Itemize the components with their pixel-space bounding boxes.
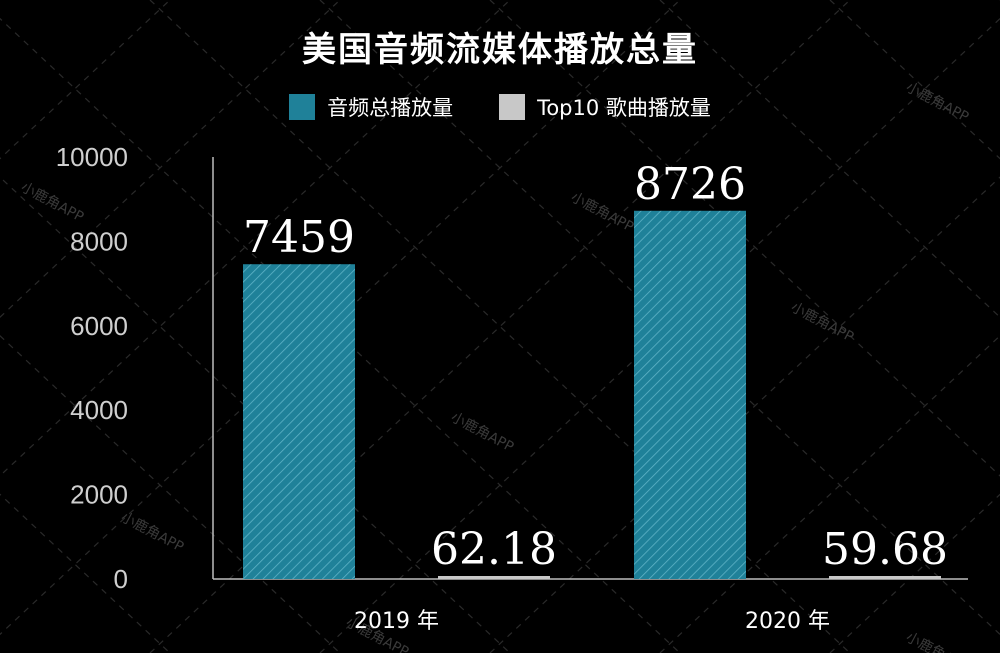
grid-line [829,0,1000,160]
bar [634,210,746,579]
chart-title: 美国音频流媒体播放总量 [302,30,698,70]
y-tick-label: 10000 [56,142,128,172]
bar [829,576,941,579]
grid-line [659,0,1000,318]
y-tick-label: 0 [114,564,128,594]
grid-line [0,0,171,160]
legend: 音频总播放量 Top10 歌曲播放量 [0,92,1000,122]
watermark-text: 小鹿角APP [788,299,856,346]
data-label: 62.18 [431,524,557,575]
legend-swatch-top10 [499,94,526,120]
grid-line [319,17,1000,653]
grid-line [0,0,341,318]
x-tick-label: 2019 年 [354,609,439,634]
y-tick-label: 8000 [70,226,128,256]
legend-label-top10: Top10 歌曲播放量 [537,96,711,120]
grid-line [489,176,1000,653]
data-labels: 7459 62.18 8726 59.68 [243,159,948,575]
legend-label-total: 音频总播放量 [327,96,454,120]
watermark-text: 小鹿角APP [568,189,636,236]
bars [243,210,941,579]
data-label: 7459 [243,212,355,263]
axes: 0 2000 4000 6000 8000 10000 2019 年 2020 年 [56,142,968,634]
watermark-text: 小鹿角APP [448,409,516,456]
legend-item-top10: Top10 歌曲播放量 [499,92,711,122]
data-label: 8726 [634,159,746,210]
grid-line [489,0,1000,477]
watermark-text: 小鹿角APP [903,629,971,653]
grid-line [0,335,341,653]
legend-item-total: 音频总播放量 [289,92,453,122]
grid-line [0,17,681,653]
watermark-text: 小鹿角APP [18,179,86,226]
grid-line [0,493,171,653]
x-tick-label: 2020 年 [745,609,830,634]
y-tick-label: 2000 [70,480,128,510]
grid-line [0,0,681,636]
grid-line [659,335,1000,653]
y-tick-label: 6000 [70,311,128,341]
grid-line [0,0,511,477]
grid-line [829,493,1000,653]
data-label: 59.68 [822,524,948,575]
watermark-text: 小鹿角APP [118,509,186,556]
grid-line [319,0,1000,636]
grid-line [0,176,511,653]
y-tick-label: 4000 [70,395,128,425]
bar [438,576,550,579]
bar [243,264,355,579]
legend-swatch-total [289,94,316,120]
